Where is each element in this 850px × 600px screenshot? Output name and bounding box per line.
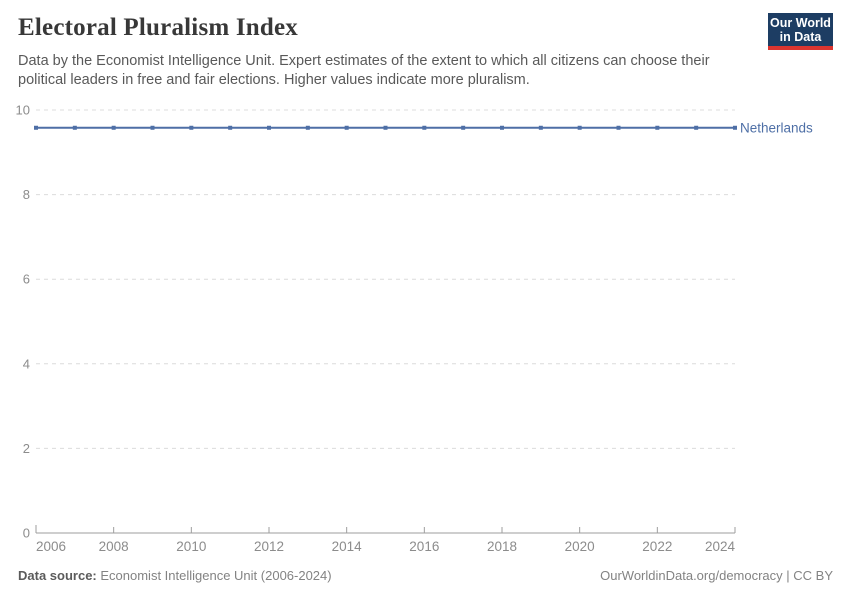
data-point-marker[interactable] bbox=[461, 125, 466, 130]
y-axis-tick-label: 0 bbox=[23, 526, 30, 541]
x-axis-tick-label: 2014 bbox=[332, 539, 363, 554]
y-axis-tick-label: 10 bbox=[16, 103, 30, 118]
chart-title: Electoral Pluralism Index bbox=[18, 14, 298, 41]
data-point-marker[interactable] bbox=[267, 125, 271, 130]
x-axis-tick-label: 2018 bbox=[487, 539, 517, 554]
owid-logo-line1: Our World bbox=[770, 15, 831, 30]
y-axis-tick-label: 4 bbox=[23, 356, 30, 371]
data-point-marker[interactable] bbox=[422, 125, 427, 130]
data-point-marker[interactable] bbox=[538, 125, 543, 130]
x-axis-tick-label: 2012 bbox=[254, 539, 284, 554]
data-point-marker[interactable] bbox=[694, 125, 699, 130]
data-point-marker[interactable] bbox=[72, 125, 77, 130]
data-point-marker[interactable] bbox=[655, 125, 660, 130]
x-axis-tick-label: 2022 bbox=[642, 539, 672, 554]
data-point-marker[interactable] bbox=[228, 125, 233, 130]
data-point-marker[interactable] bbox=[189, 125, 194, 130]
data-source-label: Data source: bbox=[18, 568, 97, 583]
y-axis-tick-label: 8 bbox=[23, 187, 30, 202]
chart-subtitle: Data by the Economist Intelligence Unit.… bbox=[18, 53, 710, 88]
data-point-marker[interactable] bbox=[305, 125, 310, 130]
credit-link[interactable]: OurWorldinData.org/democracy | CC BY bbox=[600, 568, 833, 583]
data-point-marker[interactable] bbox=[616, 125, 621, 130]
owid-logo-line2: in Data bbox=[779, 29, 822, 44]
data-point-marker[interactable] bbox=[34, 125, 38, 130]
data-point-marker[interactable] bbox=[500, 125, 504, 130]
data-point-marker[interactable] bbox=[577, 125, 582, 130]
y-axis-tick-label: 2 bbox=[23, 441, 30, 456]
data-source: Data source: Economist Intelligence Unit… bbox=[18, 568, 332, 583]
data-point-marker[interactable] bbox=[150, 125, 155, 130]
data-source-value: Economist Intelligence Unit (2006-2024) bbox=[96, 568, 332, 583]
data-point-marker[interactable] bbox=[111, 125, 116, 130]
owid-logo[interactable]: Our World in Data bbox=[768, 13, 833, 50]
x-axis-tick-label: 2010 bbox=[176, 539, 206, 554]
x-axis-tick-label: 2008 bbox=[99, 539, 129, 554]
x-axis-tick-label: 2020 bbox=[565, 539, 595, 554]
series-entity-label[interactable]: Netherlands bbox=[740, 120, 813, 135]
x-axis-tick-label: 2016 bbox=[409, 539, 439, 554]
line-chart[interactable]: 0 2 4 6 8 10 2006 2008 2010 2012 2014 2016 2018 2020 2… bbox=[0, 95, 850, 560]
data-point-marker[interactable] bbox=[733, 125, 737, 130]
chart-footer: Data source: Economist Intelligence Unit… bbox=[18, 568, 833, 583]
x-axis-tick-label: 2006 bbox=[36, 539, 66, 554]
x-axis-tick-label: 2024 bbox=[705, 539, 736, 554]
data-point-marker[interactable] bbox=[383, 125, 388, 130]
y-axis-tick-label: 6 bbox=[23, 272, 30, 287]
data-point-marker[interactable] bbox=[344, 125, 349, 130]
